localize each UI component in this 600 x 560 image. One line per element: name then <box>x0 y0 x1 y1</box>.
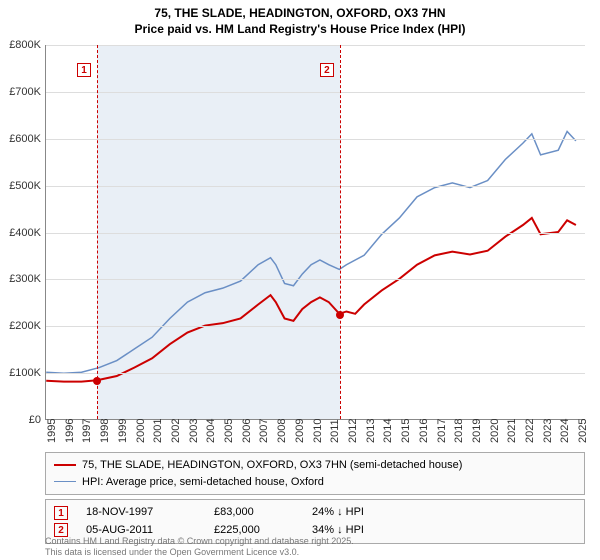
x-tick-label: 2003 <box>188 419 200 443</box>
table-row: 1 18-NOV-1997 £83,000 24% ↓ HPI <box>54 504 576 522</box>
x-tick-label: 2004 <box>205 419 217 443</box>
marker-badge: 2 <box>54 523 68 537</box>
legend-label: 75, THE SLADE, HEADINGTON, OXFORD, OX3 7… <box>82 457 462 474</box>
x-tick-label: 1995 <box>46 419 58 443</box>
marker-badge: 1 <box>54 506 68 520</box>
x-tick-label: 2007 <box>258 419 270 443</box>
y-tick-label: £400K <box>1 227 41 239</box>
x-tick-label: 2016 <box>418 419 430 443</box>
transaction-price: £83,000 <box>214 504 294 522</box>
data-point <box>336 311 344 319</box>
x-tick-label: 2010 <box>312 419 324 443</box>
legend-box: 75, THE SLADE, HEADINGTON, OXFORD, OX3 7… <box>45 452 585 495</box>
x-tick-label: 2020 <box>489 419 501 443</box>
x-tick-label: 2009 <box>294 419 306 443</box>
x-tick-label: 2002 <box>170 419 182 443</box>
x-tick-label: 2012 <box>347 419 359 443</box>
gridline <box>46 373 585 374</box>
x-tick-label: 2014 <box>382 419 394 443</box>
transaction-pct: 24% ↓ HPI <box>312 504 412 522</box>
series-line-price_paid <box>46 218 576 382</box>
x-tick-label: 2000 <box>135 419 147 443</box>
y-tick-label: £500K <box>1 180 41 192</box>
footer: Contains HM Land Registry data © Crown c… <box>45 536 354 558</box>
legend-item-price-paid: 75, THE SLADE, HEADINGTON, OXFORD, OX3 7… <box>54 457 576 474</box>
y-tick-label: £100K <box>1 367 41 379</box>
x-tick-label: 1997 <box>81 419 93 443</box>
x-tick-label: 2024 <box>559 419 571 443</box>
x-tick-label: 1999 <box>117 419 129 443</box>
gridline <box>46 186 585 187</box>
data-point <box>93 377 101 385</box>
legend-item-hpi: HPI: Average price, semi-detached house,… <box>54 474 576 491</box>
x-tick-label: 2001 <box>152 419 164 443</box>
footer-line-2: This data is licensed under the Open Gov… <box>45 547 354 558</box>
x-tick-label: 2019 <box>471 419 483 443</box>
y-tick-label: £200K <box>1 320 41 332</box>
gridline <box>46 279 585 280</box>
x-tick-label: 2018 <box>453 419 465 443</box>
x-tick-label: 2011 <box>329 419 341 443</box>
x-tick-label: 2022 <box>524 419 536 443</box>
marker-badge: 1 <box>77 63 91 77</box>
y-tick-label: £0 <box>1 414 41 426</box>
y-tick-label: £700K <box>1 86 41 98</box>
title-line-1: 75, THE SLADE, HEADINGTON, OXFORD, OX3 7… <box>0 6 600 22</box>
footer-line-1: Contains HM Land Registry data © Crown c… <box>45 536 354 547</box>
x-tick-label: 1996 <box>64 419 76 443</box>
legend-label: HPI: Average price, semi-detached house,… <box>82 474 324 491</box>
y-tick-label: £300K <box>1 273 41 285</box>
x-tick-label: 2017 <box>436 419 448 443</box>
gridline <box>46 45 585 46</box>
legend: 75, THE SLADE, HEADINGTON, OXFORD, OX3 7… <box>45 452 585 544</box>
chart-area: £0£100K£200K£300K£400K£500K£600K£700K£80… <box>45 45 585 420</box>
y-tick-label: £600K <box>1 133 41 145</box>
x-tick-label: 2021 <box>506 419 518 443</box>
x-tick-label: 2006 <box>241 419 253 443</box>
gridline <box>46 92 585 93</box>
transaction-date: 18-NOV-1997 <box>86 504 196 522</box>
gridline <box>46 139 585 140</box>
x-tick-label: 2008 <box>276 419 288 443</box>
x-tick-label: 2005 <box>223 419 235 443</box>
y-tick-label: £800K <box>1 39 41 51</box>
x-tick-label: 2015 <box>400 419 412 443</box>
x-tick-label: 2013 <box>365 419 377 443</box>
series-line-hpi <box>46 131 576 373</box>
gridline <box>46 233 585 234</box>
gridline <box>46 326 585 327</box>
marker-badge: 2 <box>320 63 334 77</box>
x-tick-label: 1998 <box>99 419 111 443</box>
x-tick-label: 2023 <box>542 419 554 443</box>
marker-line <box>97 45 98 419</box>
legend-swatch <box>54 481 76 482</box>
marker-line <box>340 45 341 419</box>
title-line-2: Price paid vs. HM Land Registry's House … <box>0 22 600 38</box>
x-tick-label: 2025 <box>577 419 589 443</box>
legend-swatch <box>54 464 76 466</box>
